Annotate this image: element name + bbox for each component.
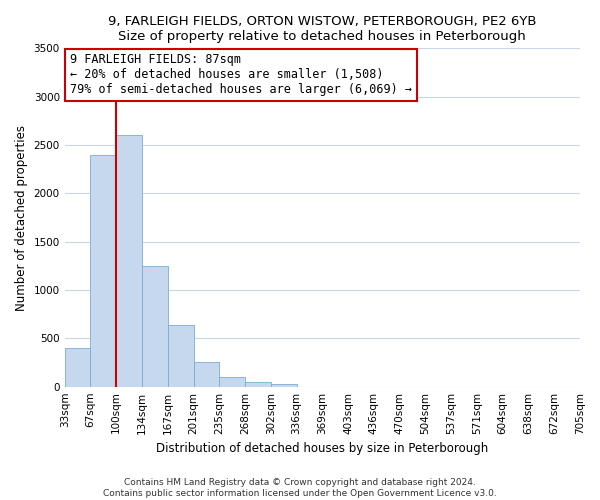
Bar <box>116 136 142 386</box>
Title: 9, FARLEIGH FIELDS, ORTON WISTOW, PETERBOROUGH, PE2 6YB
Size of property relativ: 9, FARLEIGH FIELDS, ORTON WISTOW, PETERB… <box>108 15 536 43</box>
Bar <box>142 266 168 386</box>
Bar <box>168 325 193 386</box>
Bar <box>271 384 296 386</box>
Bar <box>193 362 219 386</box>
Text: Contains HM Land Registry data © Crown copyright and database right 2024.
Contai: Contains HM Land Registry data © Crown c… <box>103 478 497 498</box>
Bar <box>65 348 91 387</box>
Y-axis label: Number of detached properties: Number of detached properties <box>15 124 28 310</box>
Bar <box>245 382 271 386</box>
Bar <box>91 154 116 386</box>
X-axis label: Distribution of detached houses by size in Peterborough: Distribution of detached houses by size … <box>156 442 488 455</box>
Bar <box>219 377 245 386</box>
Text: 9 FARLEIGH FIELDS: 87sqm
← 20% of detached houses are smaller (1,508)
79% of sem: 9 FARLEIGH FIELDS: 87sqm ← 20% of detach… <box>70 54 412 96</box>
